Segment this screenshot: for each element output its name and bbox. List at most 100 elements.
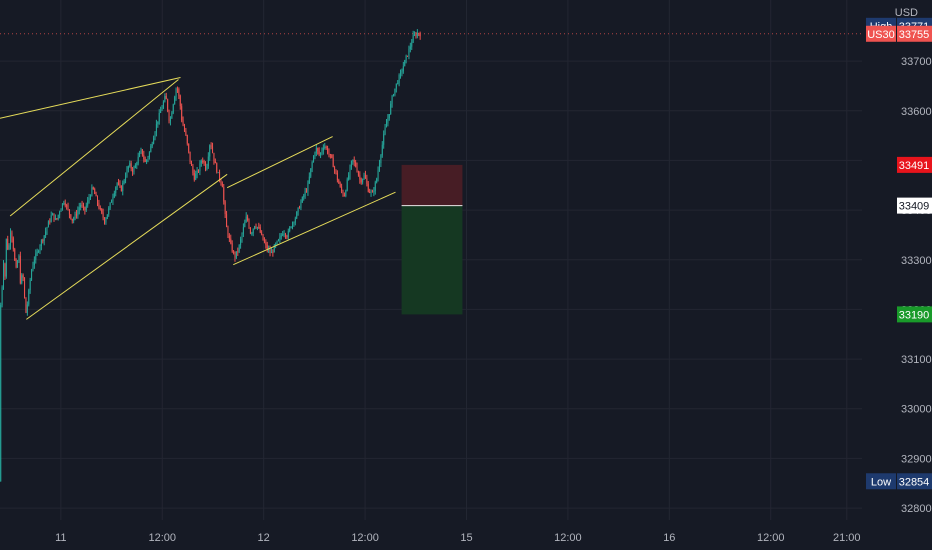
candle-up (154, 132, 156, 139)
candle-down (67, 205, 69, 210)
candle-down (22, 275, 24, 278)
candle-down (68, 209, 70, 215)
candle-down (369, 191, 371, 193)
y-axis-tick-label: 32800 (901, 503, 932, 515)
candle-down (335, 169, 337, 174)
x-axis-tick-label: 12:00 (554, 532, 582, 544)
candle-down (70, 214, 72, 219)
candle-down (357, 171, 359, 176)
candle-down (341, 186, 343, 191)
candle-down (216, 163, 218, 173)
candle-up (1, 287, 3, 306)
candle-up (31, 270, 33, 280)
candle-down (183, 125, 185, 132)
candle-down (234, 252, 236, 258)
candle-up (275, 243, 277, 246)
candle-down (168, 110, 170, 122)
candle-up (346, 179, 348, 191)
candle-up (310, 168, 312, 177)
candle-up (381, 144, 383, 156)
candle-down (132, 168, 134, 173)
candle-down (371, 191, 373, 193)
candle-up (136, 163, 138, 165)
candle-up (376, 178, 378, 183)
candle-up (348, 175, 350, 180)
candle-down (98, 203, 100, 209)
candle-up (414, 34, 416, 36)
candle-down (42, 240, 44, 242)
candle-down (178, 88, 180, 96)
candle-up (296, 212, 298, 219)
candle-up (350, 160, 352, 167)
candle-up (370, 191, 372, 193)
candle-up (148, 152, 150, 157)
candle-up (380, 155, 382, 164)
candle-down (364, 175, 366, 179)
candle-up (293, 222, 295, 224)
candle-down (223, 187, 225, 202)
candle-up (279, 236, 281, 240)
x-axis-tick-label: 15 (460, 532, 472, 544)
candle-up (169, 118, 171, 122)
candle-down (179, 95, 181, 107)
candle-up (127, 166, 129, 170)
candle-up (45, 231, 47, 236)
candle-up (314, 152, 316, 157)
candle-up (153, 138, 155, 144)
candle-up (39, 246, 41, 251)
candle-down (338, 180, 340, 184)
candle-down (104, 217, 106, 223)
candle-down (286, 236, 288, 238)
candle-up (40, 240, 42, 247)
candle-up (3, 263, 5, 288)
candle-up (63, 202, 65, 204)
candle-up (209, 145, 211, 157)
candle-down (247, 216, 249, 220)
candle-up (321, 150, 323, 153)
candle-up (412, 35, 414, 43)
price-label-value: 33409 (899, 201, 930, 213)
candle-up (277, 239, 279, 241)
candle-down (231, 243, 233, 252)
currency-label: USD (894, 7, 918, 19)
x-axis-tick-label: 12 (258, 532, 270, 544)
candle-up (26, 304, 28, 313)
price-label-box (897, 306, 932, 323)
candle-up (32, 265, 34, 271)
candle-up (408, 49, 410, 57)
candle-up (129, 163, 131, 167)
candle-up (416, 33, 418, 37)
candle-up (307, 183, 309, 192)
price-label-value: 33190 (899, 309, 930, 321)
candle-up (151, 143, 153, 147)
candle-up (273, 245, 275, 253)
candle-up (171, 112, 173, 119)
candle-up (385, 123, 387, 128)
price-label-value: 32854 (899, 476, 930, 488)
candle-up (245, 216, 247, 223)
candle-up (91, 187, 93, 196)
candle-down (4, 263, 6, 277)
price-label-tag-box (866, 473, 896, 490)
price-label-tag-box (866, 25, 896, 42)
candle-up (303, 195, 305, 198)
candle-up (270, 252, 272, 254)
candle-up (383, 134, 385, 145)
x-axis-tick-label: 21:00 (833, 532, 861, 544)
candle-down (193, 173, 195, 180)
candle-down (258, 227, 260, 229)
candle-up (172, 104, 174, 113)
candle-up (363, 175, 365, 180)
candle-down (262, 234, 264, 241)
y-axis-tick-label: 33600 (901, 106, 932, 118)
candle-up (207, 156, 209, 167)
candle-down (49, 221, 51, 223)
candle-up (242, 227, 244, 234)
candle-up (206, 166, 208, 170)
candle-down (141, 149, 143, 156)
candle-up (235, 251, 237, 258)
candle-down (130, 163, 132, 169)
candle-up (33, 259, 35, 266)
